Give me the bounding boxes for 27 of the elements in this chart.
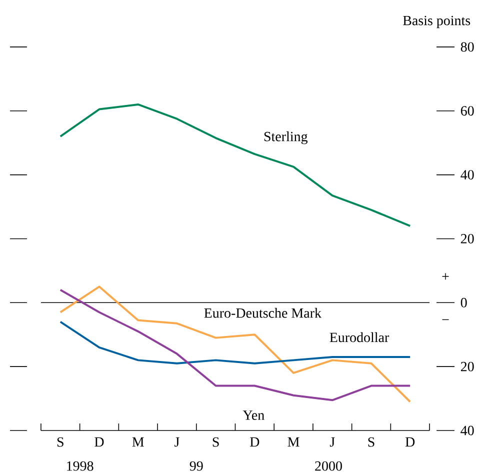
x-tick-label: S (57, 437, 64, 447)
x-tick-label: M (288, 437, 300, 446)
x-tick-label: D (405, 437, 415, 446)
x-tick-label: J (174, 437, 180, 446)
y-tick-label: 20 (460, 362, 474, 372)
y-tick-label: 0 (460, 298, 467, 308)
x-tick-label: M (132, 437, 144, 446)
x-tick-label: D (94, 437, 104, 446)
text: − (442, 319, 449, 320)
y-tick-label: 40 (460, 426, 474, 436)
x-tick-label: D (250, 437, 260, 446)
y-tick-label: 40 (460, 170, 474, 180)
y-tick-label: 60 (460, 106, 474, 116)
text: 2000 (315, 461, 342, 471)
x-tick-label: S (368, 437, 374, 447)
series-label: Yen (242, 410, 264, 420)
text: 99 (190, 461, 203, 471)
y-tick-label: 20 (460, 234, 474, 244)
series-label: Sterling (264, 131, 308, 144)
x-tick-label: J (330, 437, 335, 446)
series-label: Euro-Deutsche Mark (204, 308, 322, 318)
text: 1998 (67, 461, 94, 471)
text: + (442, 272, 449, 280)
y-tick-label: 80 (460, 42, 474, 52)
x-tick-label: S (212, 437, 219, 447)
series-label: Eurodollar (330, 332, 390, 342)
y-axis-title: Basis points (403, 16, 470, 28)
